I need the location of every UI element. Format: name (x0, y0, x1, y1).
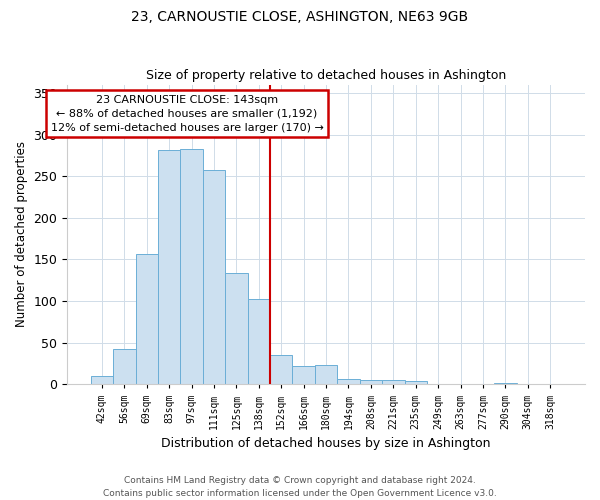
Bar (136, 254, 158, 384)
Bar (225, 273, 248, 384)
Bar (181, 148, 203, 384)
Bar (113, 350, 136, 384)
Bar (315, 365, 337, 384)
Bar (91, 376, 113, 384)
Bar (203, 170, 225, 384)
Title: Size of property relative to detached houses in Ashington: Size of property relative to detached ho… (146, 69, 506, 82)
Text: 23, CARNOUSTIE CLOSE, ASHINGTON, NE63 9GB: 23, CARNOUSTIE CLOSE, ASHINGTON, NE63 9G… (131, 10, 469, 24)
Bar (337, 378, 360, 384)
Y-axis label: Number of detached properties: Number of detached properties (15, 142, 28, 328)
Text: Contains HM Land Registry data © Crown copyright and database right 2024.
Contai: Contains HM Land Registry data © Crown c… (103, 476, 497, 498)
Bar (270, 355, 292, 384)
Bar (248, 298, 270, 384)
Bar (404, 381, 427, 384)
X-axis label: Distribution of detached houses by size in Ashington: Distribution of detached houses by size … (161, 437, 491, 450)
Bar (494, 382, 517, 384)
Bar (158, 150, 181, 384)
Bar (292, 366, 315, 384)
Bar (360, 380, 382, 384)
Bar (382, 380, 404, 384)
Text: 23 CARNOUSTIE CLOSE: 143sqm
← 88% of detached houses are smaller (1,192)
12% of : 23 CARNOUSTIE CLOSE: 143sqm ← 88% of det… (50, 94, 323, 132)
